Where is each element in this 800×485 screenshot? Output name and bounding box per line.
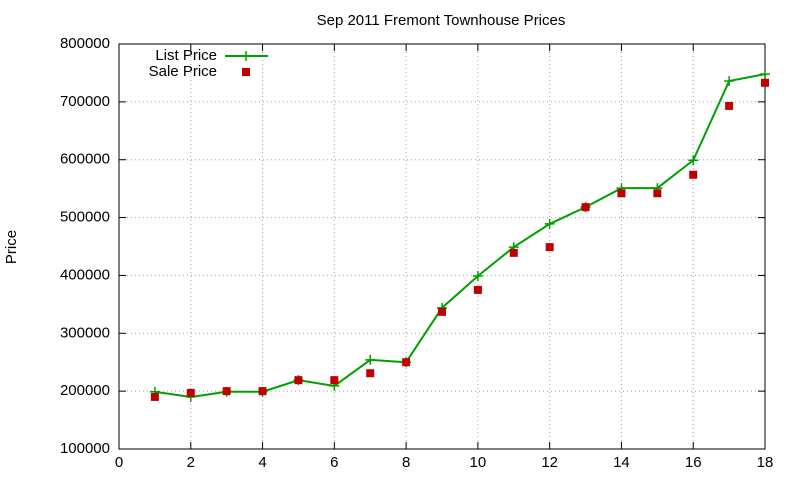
legend-label: Sale Price xyxy=(149,63,217,80)
x-tick-label: 16 xyxy=(685,454,702,471)
plot-frame xyxy=(118,43,766,450)
point xyxy=(653,189,662,198)
point xyxy=(258,387,267,396)
point xyxy=(242,68,250,76)
x-tick-label: 4 xyxy=(258,454,266,471)
y-tick-label: 300000 xyxy=(60,324,110,341)
point xyxy=(760,69,770,80)
x-tick-label: 6 xyxy=(330,454,338,471)
point xyxy=(761,78,769,87)
x-tick-label: 10 xyxy=(470,454,487,471)
y-tick-label: 200000 xyxy=(60,382,110,399)
y-tick-label: 100000 xyxy=(60,440,110,457)
point xyxy=(617,189,626,198)
legend-label: List Price xyxy=(155,47,217,64)
point xyxy=(294,376,303,385)
point xyxy=(473,285,482,294)
point xyxy=(222,387,231,396)
point xyxy=(365,354,376,365)
point xyxy=(509,248,518,257)
point xyxy=(545,243,554,252)
point xyxy=(150,392,159,401)
x-tick-label: 12 xyxy=(541,454,558,471)
point xyxy=(366,369,375,378)
x-tick-label: 2 xyxy=(187,454,195,471)
point xyxy=(689,170,698,179)
point xyxy=(544,218,555,229)
point xyxy=(241,51,251,61)
point xyxy=(688,155,699,166)
y-axis-label: Price xyxy=(3,230,20,264)
x-tick-label: 0 xyxy=(115,454,123,471)
x-tick-label: 8 xyxy=(402,454,410,471)
series-line xyxy=(154,73,766,398)
y-tick-label: 800000 xyxy=(60,35,110,52)
point xyxy=(725,101,734,110)
point xyxy=(186,388,195,397)
y-tick-label: 700000 xyxy=(60,93,110,110)
point xyxy=(330,376,339,385)
x-tick-label: 18 xyxy=(757,454,774,471)
point xyxy=(472,271,483,282)
point xyxy=(724,76,735,87)
x-tick-label: 14 xyxy=(613,454,630,471)
y-tick-label: 400000 xyxy=(60,266,110,283)
y-tick-label: 500000 xyxy=(60,209,110,226)
point xyxy=(438,307,446,316)
chart-title: Sep 2011 Fremont Townhouse Prices xyxy=(317,12,566,29)
point xyxy=(402,358,411,367)
point xyxy=(581,203,590,212)
y-tick-label: 600000 xyxy=(60,151,110,168)
